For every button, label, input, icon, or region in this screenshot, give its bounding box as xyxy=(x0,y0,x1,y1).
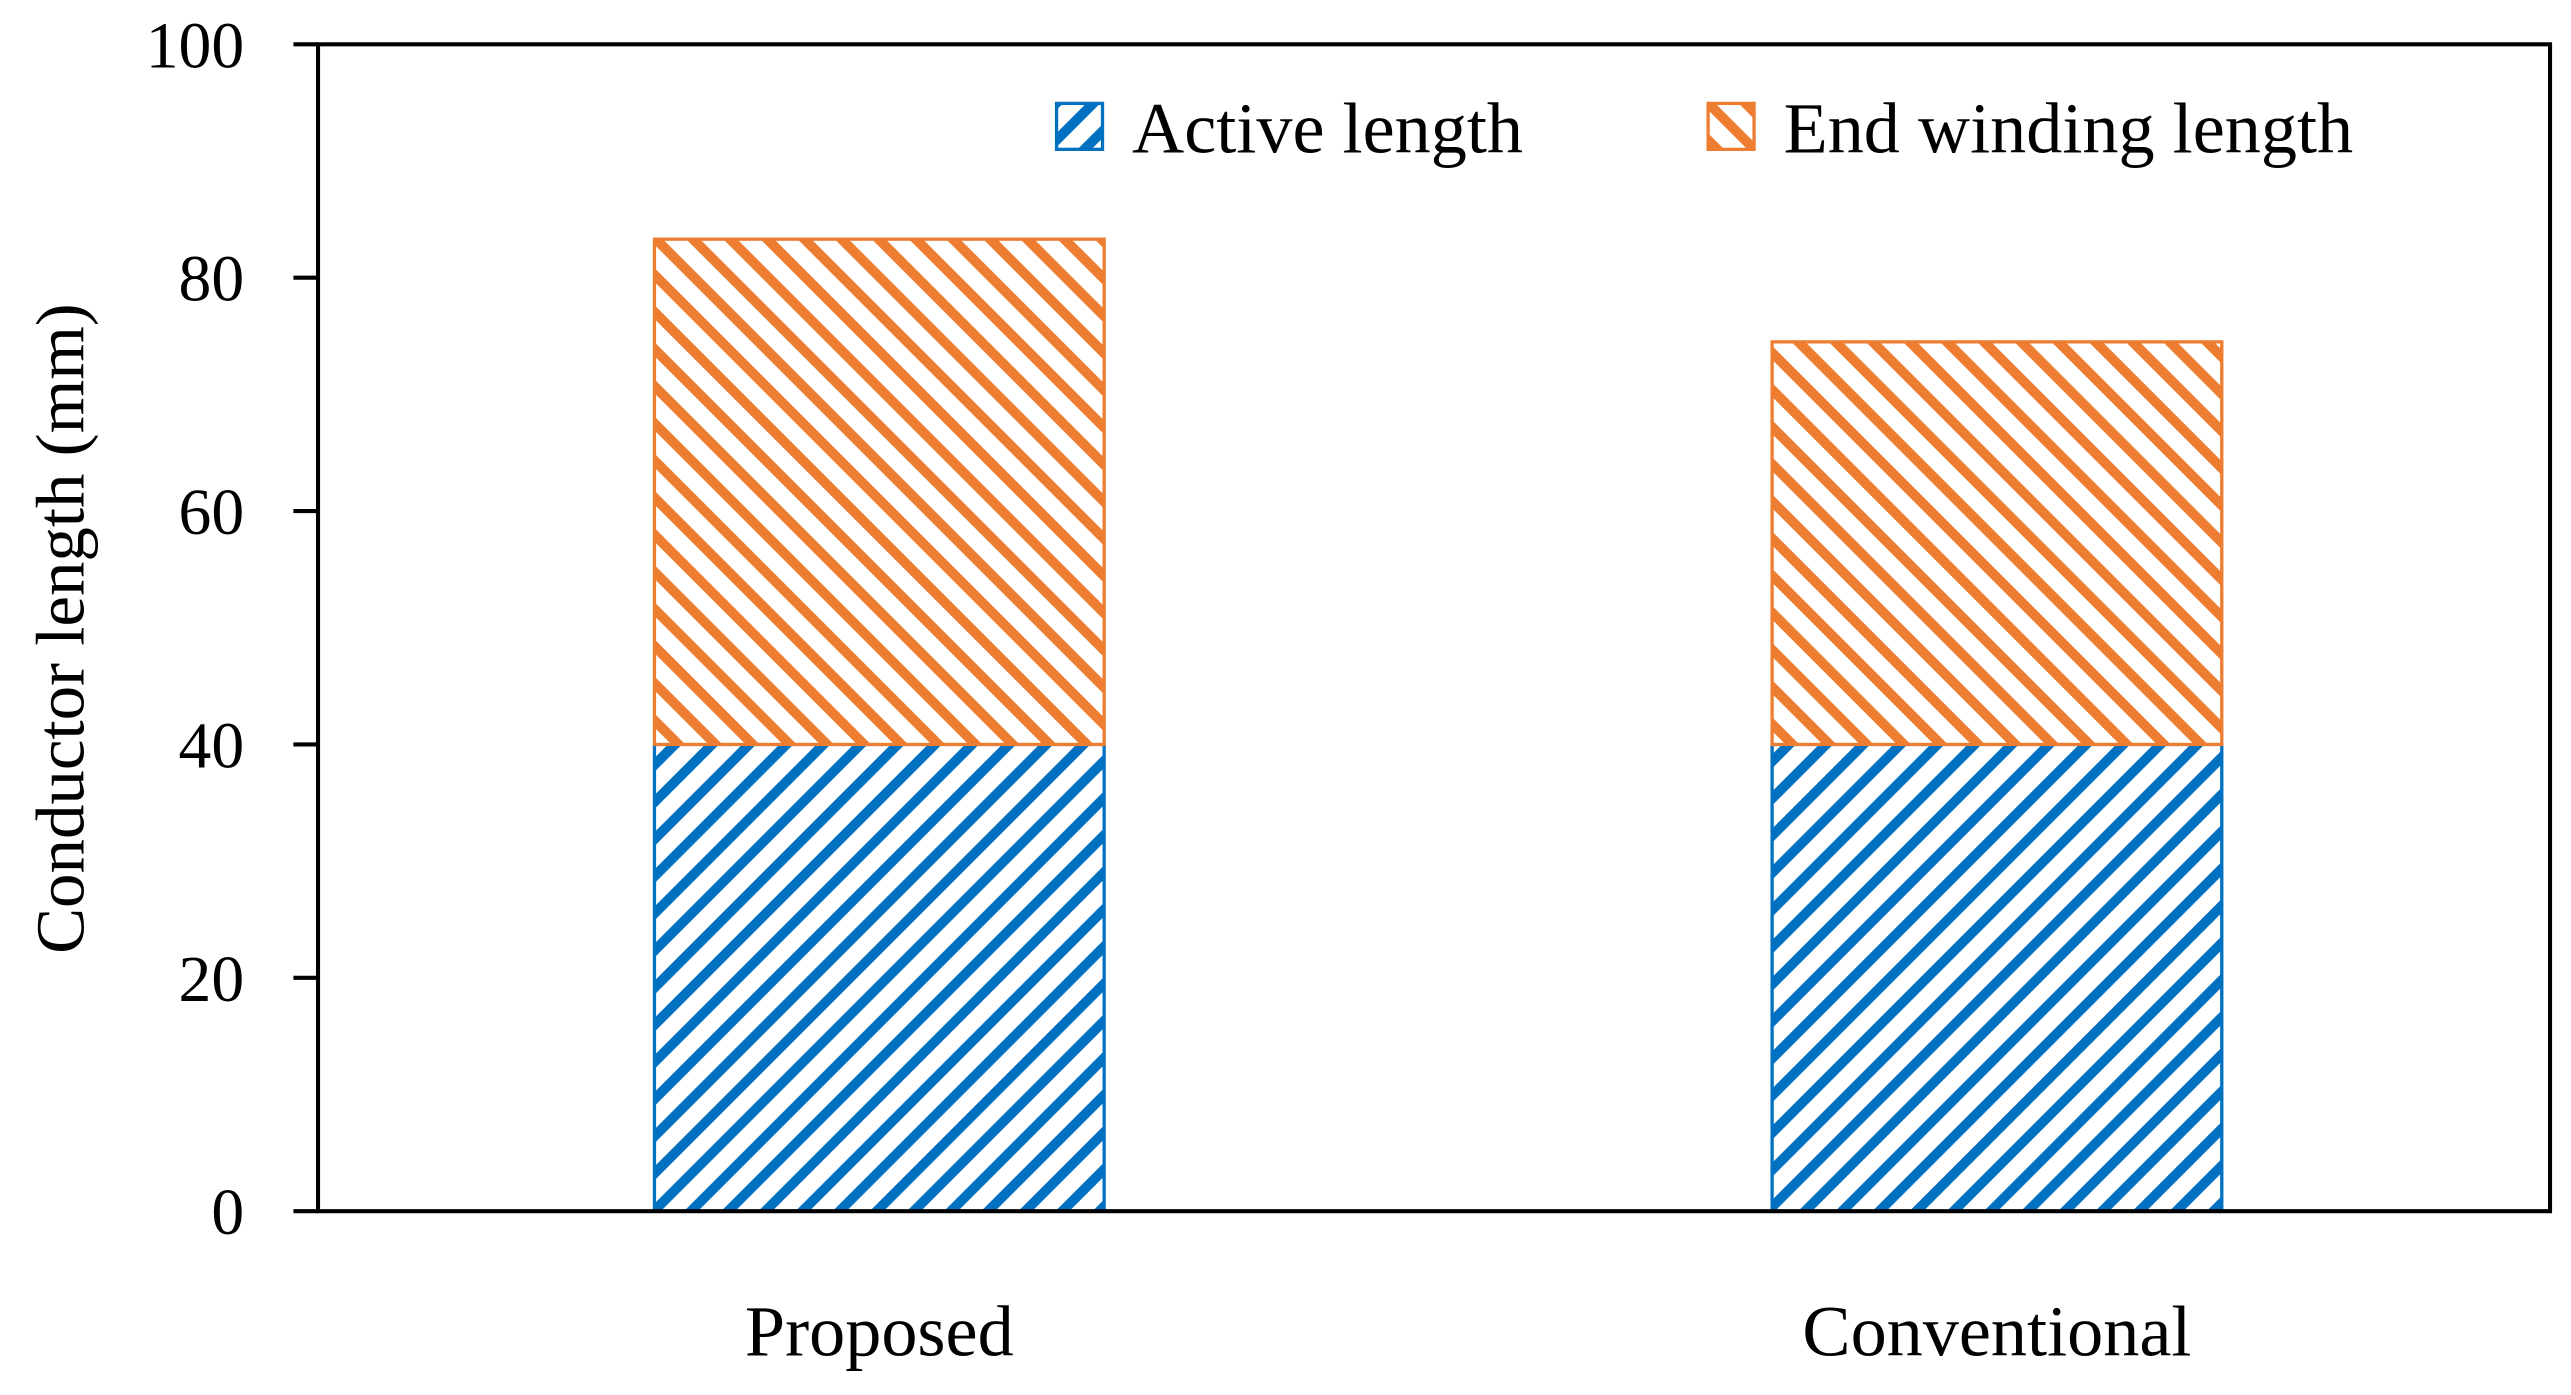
y-axis-label: Conductor length (mm) xyxy=(22,303,98,954)
y-tick-label: 20 xyxy=(179,944,245,1016)
y-tick-label: 0 xyxy=(211,1177,244,1249)
legend-label: End winding length xyxy=(1784,89,2354,169)
bar-proposed-active-length xyxy=(652,742,1106,1213)
y-tick-label: 100 xyxy=(146,10,244,82)
y-axis: 0 20 40 60 80 100 xyxy=(146,10,319,1249)
y-tick-label: 60 xyxy=(179,477,245,549)
x-tick-label: Proposed xyxy=(745,1292,1014,1372)
legend-swatch xyxy=(1054,101,1105,151)
x-tick-label: Conventional xyxy=(1802,1292,2191,1372)
x-axis: Proposed Conventional xyxy=(745,1292,2192,1372)
legend: Active length End winding length xyxy=(1054,89,2354,169)
y-tick-label: 40 xyxy=(179,710,245,782)
bars-layer xyxy=(652,237,2224,1213)
bar-conventional-active-length xyxy=(1770,742,2224,1213)
bar-proposed-end-winding-length xyxy=(652,237,1106,747)
legend-label: Active length xyxy=(1132,89,1523,169)
legend-swatch xyxy=(1706,101,1756,151)
y-tick-label: 80 xyxy=(179,244,245,316)
plot-frame xyxy=(315,42,2553,1214)
bar-conventional-end-winding-length xyxy=(1770,340,2224,747)
